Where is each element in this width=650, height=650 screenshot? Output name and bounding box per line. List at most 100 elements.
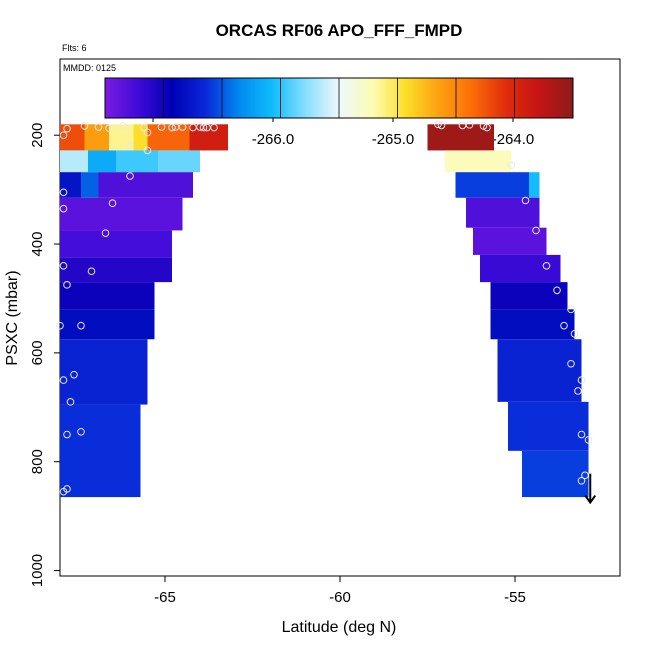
heatmap-cell (529, 172, 540, 198)
sample-point (59, 188, 68, 197)
direction-arrow (584, 473, 597, 505)
heatmap-cell (466, 197, 540, 228)
heatmap-cell (158, 150, 200, 173)
heatmap-cells (60, 124, 589, 498)
sample-point (80, 122, 89, 130)
heatmap-cell (522, 450, 589, 498)
heatmap-cell (84, 124, 109, 151)
sample-point (66, 398, 75, 406)
sample-point (434, 120, 442, 129)
heatmap-cell (60, 257, 172, 283)
heatmap-cell (60, 282, 155, 310)
heatmap-cell (60, 404, 141, 498)
heatmap-cell (480, 254, 561, 283)
sample-point (77, 427, 85, 436)
y-tick-label: 400 (29, 232, 46, 257)
sample-points (56, 120, 593, 496)
sample-point (581, 471, 589, 480)
heatmap-cell (88, 150, 116, 173)
heatmap-cell (473, 227, 547, 255)
sample-point (567, 305, 575, 314)
sample-point (577, 476, 586, 485)
sample-point (171, 123, 180, 131)
heatmap-cell (60, 230, 172, 258)
heatmap-cell (98, 172, 193, 198)
sample-point (532, 226, 540, 235)
sample-point (553, 286, 561, 295)
arrow-head (584, 494, 597, 505)
sample-point (465, 121, 474, 129)
heatmap-cell (60, 309, 155, 340)
heatmap-cell (60, 150, 88, 173)
sample-point (63, 485, 71, 493)
sample-point (63, 430, 71, 439)
sample-point (143, 128, 152, 137)
heatmap-cell (60, 172, 81, 198)
sample-point (542, 262, 551, 270)
sample-point (63, 124, 71, 133)
sample-point (77, 321, 85, 330)
sample-point (479, 122, 488, 130)
y-axis: 200 400 600 800 1000 (29, 123, 60, 587)
sample-point (70, 370, 78, 379)
flights-label: Flts: 6 (62, 43, 87, 53)
heatmap-cell (60, 339, 148, 405)
mmdd-label: MMDD: 0125 (63, 63, 116, 73)
sample-point (437, 121, 446, 130)
colorbar-tick-label: -266.0 (252, 131, 295, 148)
sample-point (108, 199, 117, 208)
sample-point (119, 122, 127, 130)
sample-point (210, 123, 218, 132)
sample-point (105, 124, 113, 132)
x-tick-label: -60 (329, 589, 351, 606)
y-tick-label: 1000 (29, 554, 46, 587)
sample-point (59, 376, 68, 384)
sample-point (577, 430, 586, 439)
y-axis-label: PSXC (mbar) (4, 270, 21, 365)
sample-point (521, 196, 530, 205)
sample-point (59, 262, 68, 270)
sample-point (507, 161, 516, 169)
sample-point (140, 123, 148, 132)
sample-point (584, 436, 593, 444)
heatmap-cell (81, 172, 99, 198)
heatmap-cell (490, 309, 575, 340)
sample-point (567, 359, 575, 368)
y-tick-label: 600 (29, 340, 46, 365)
colorbar-frame (104, 77, 574, 119)
sample-point (560, 321, 568, 330)
heatmap-cell (445, 150, 512, 173)
sample-point (126, 142, 134, 150)
heatmap-cell (508, 401, 589, 451)
chart-title: ORCAS RF06 APO_FFF_FMPD (216, 21, 463, 40)
x-axis: -65 -60 -55 (154, 576, 526, 606)
x-tick-label: -65 (154, 589, 176, 606)
sample-point (577, 376, 586, 384)
colorbar-tick-label: -264.0 (492, 131, 535, 148)
sample-point (87, 267, 96, 276)
sample-point (59, 131, 68, 139)
heatmap-cell (497, 339, 582, 402)
sample-point (574, 387, 582, 395)
x-tick-label: -55 (504, 589, 526, 606)
sample-point (59, 204, 68, 213)
sample-point (168, 123, 176, 132)
heatmap-cell (116, 150, 158, 173)
sample-point (63, 281, 71, 289)
heatmap-cell (490, 282, 568, 310)
heatmap-cell (455, 172, 529, 198)
heatmap-cell (60, 197, 183, 231)
sample-point (94, 123, 103, 131)
sample-point (126, 172, 134, 180)
sample-point (101, 229, 110, 237)
sample-point (570, 330, 579, 338)
sample-point (143, 146, 152, 155)
heatmap-cell (189, 124, 228, 151)
sample-point (56, 321, 64, 330)
y-tick-label: 800 (29, 449, 46, 474)
sample-point (157, 123, 166, 131)
sample-point (483, 123, 491, 132)
colorbar-tick-label: -265.0 (372, 131, 415, 148)
sample-point (199, 123, 208, 132)
